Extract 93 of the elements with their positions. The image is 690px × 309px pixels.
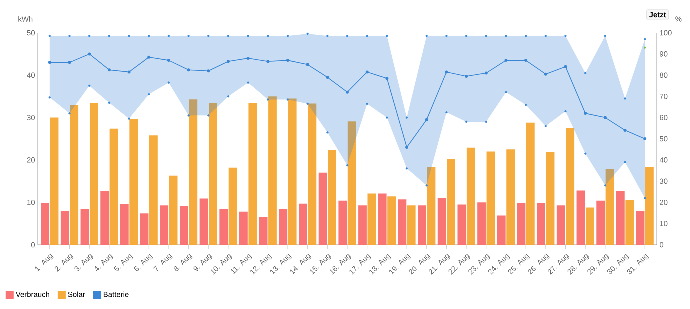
bar xyxy=(209,102,218,245)
bar xyxy=(606,170,614,245)
point xyxy=(226,60,230,64)
bar xyxy=(220,209,228,245)
point xyxy=(524,59,528,62)
bar xyxy=(268,96,277,245)
bar xyxy=(497,216,506,245)
bar xyxy=(288,98,297,245)
point xyxy=(148,56,151,59)
bar xyxy=(169,176,178,245)
point xyxy=(624,129,627,132)
bar xyxy=(546,152,555,245)
point xyxy=(425,118,428,122)
point xyxy=(346,90,350,94)
bar xyxy=(338,200,348,245)
bar xyxy=(576,190,586,245)
bar xyxy=(248,102,258,245)
point xyxy=(167,59,170,62)
bar xyxy=(110,128,118,245)
bar xyxy=(200,198,208,245)
bar xyxy=(378,194,387,245)
bar xyxy=(537,203,546,245)
point xyxy=(306,63,310,66)
bar xyxy=(279,209,288,245)
point xyxy=(564,65,568,68)
point xyxy=(286,59,290,62)
bar xyxy=(478,202,486,245)
bar xyxy=(358,206,367,245)
point xyxy=(484,72,488,75)
bar xyxy=(447,159,456,245)
bar xyxy=(80,208,90,245)
bar xyxy=(398,200,407,245)
bar xyxy=(596,200,606,245)
bar xyxy=(418,206,426,245)
bar xyxy=(90,102,98,245)
bar xyxy=(160,206,169,245)
bar xyxy=(259,217,268,245)
bar xyxy=(50,118,59,245)
point xyxy=(644,138,647,140)
bar xyxy=(240,212,248,245)
bar xyxy=(616,191,625,245)
point xyxy=(326,76,330,80)
point xyxy=(386,77,389,80)
bar xyxy=(140,214,149,245)
bar xyxy=(318,172,328,245)
point xyxy=(366,70,369,74)
bar xyxy=(348,122,356,245)
point xyxy=(68,61,72,64)
bar xyxy=(189,100,198,245)
bar xyxy=(486,152,496,245)
bar xyxy=(427,167,436,245)
bar xyxy=(626,200,634,245)
point xyxy=(406,146,409,149)
bar xyxy=(368,194,376,245)
bar xyxy=(526,122,535,245)
bar xyxy=(646,167,654,245)
bar xyxy=(180,206,188,245)
bar xyxy=(636,212,645,245)
bar xyxy=(70,105,79,245)
point xyxy=(504,59,508,62)
point xyxy=(266,60,270,64)
bar xyxy=(328,150,336,245)
point xyxy=(604,116,607,120)
bar xyxy=(120,204,129,245)
bar xyxy=(566,128,575,245)
bar xyxy=(228,168,238,245)
bar xyxy=(407,206,416,245)
point xyxy=(445,70,448,74)
bar xyxy=(41,203,50,245)
point xyxy=(584,112,588,116)
bar xyxy=(308,104,317,245)
point xyxy=(88,52,92,56)
point xyxy=(246,56,250,60)
bar xyxy=(517,203,526,245)
point xyxy=(187,68,190,72)
bar xyxy=(388,196,396,245)
bar xyxy=(60,211,70,245)
bar xyxy=(458,204,466,245)
point xyxy=(48,61,52,64)
bar xyxy=(150,136,158,245)
point xyxy=(108,68,111,72)
bar xyxy=(506,150,516,245)
point xyxy=(544,72,548,76)
bar xyxy=(586,208,594,245)
bar xyxy=(100,191,110,245)
point xyxy=(128,70,131,74)
bar xyxy=(299,204,308,245)
bar xyxy=(466,148,476,245)
point xyxy=(465,74,468,78)
bar xyxy=(130,119,138,245)
point xyxy=(207,70,210,73)
bar xyxy=(556,206,566,245)
bar xyxy=(438,198,446,245)
